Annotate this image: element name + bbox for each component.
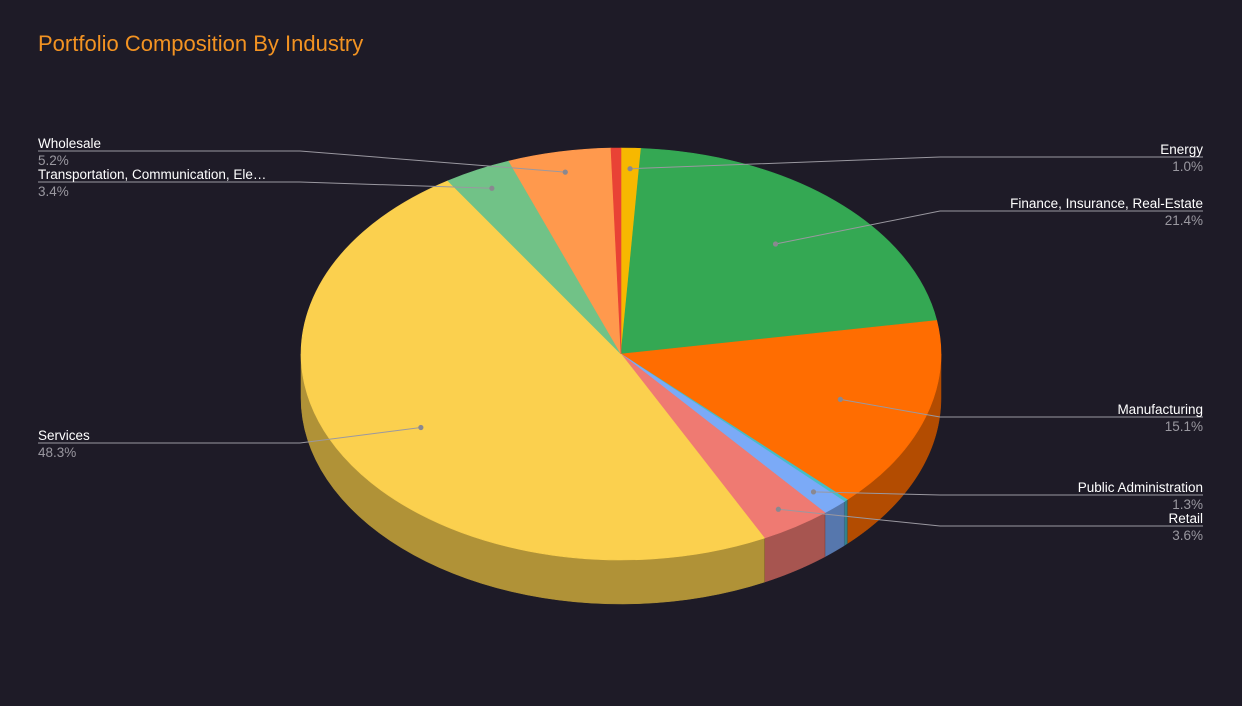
slice-label-manufacturing: Manufacturing (1117, 402, 1203, 417)
leader-dot-wholesale (562, 169, 568, 175)
slice-pct-transportation-communication-ele: 3.4% (38, 184, 69, 199)
slice-pct-energy: 1.0% (1172, 159, 1203, 174)
leader-line-public-administration (813, 491, 1203, 496)
slice-manufacturing (620, 320, 942, 501)
pie-top (300, 147, 942, 561)
leader-line-energy (629, 156, 1203, 170)
label-wholesale: Wholesale 5.2% (38, 136, 568, 175)
label-energy: Energy 1.0% (627, 142, 1203, 174)
label-services: Services 48.3% (38, 424, 424, 460)
chart-title: Portfolio Composition By Industry (38, 31, 364, 56)
slice-label-services: Services (38, 428, 90, 443)
leader-dot-transportation-communication-ele (489, 185, 495, 191)
leader-line-manufacturing (840, 398, 1203, 418)
slice-label-energy: Energy (1160, 142, 1203, 157)
label-public-administration: Public Administration 1.3% (810, 480, 1203, 512)
leader-dot-energy (627, 166, 633, 172)
slice-services (300, 180, 765, 561)
leader-dot-services (418, 424, 424, 431)
leader-line-finance-insurance-real-estate (775, 210, 1203, 245)
leader-line-retail (778, 508, 1203, 527)
leader-dot-public-administration (810, 489, 817, 495)
slice-slice-9 (610, 147, 622, 355)
slice-label-retail: Retail (1168, 511, 1203, 526)
label-retail: Retail 3.6% (775, 506, 1203, 543)
slice-pct-services: 48.3% (38, 445, 76, 460)
leader-dot-finance-insurance-real-estate (772, 241, 779, 247)
leader-line-transportation-communication-ele (38, 181, 492, 189)
leader-line-services (38, 427, 421, 444)
slice-pct-wholesale: 5.2% (38, 153, 69, 168)
leader-line-wholesale (38, 150, 566, 173)
slice-label-finance-insurance-real-estate: Finance, Insurance, Real-Estate (1010, 196, 1203, 211)
label-finance-insurance-real-estate: Finance, Insurance, Real-Estate 21.4% (772, 196, 1203, 247)
pie-labels: Energy 1.0% Finance, Insurance, Real-Estat… (38, 136, 1203, 543)
slice-finance-insurance-real-estate (620, 148, 938, 355)
slice-pct-public-administration: 1.3% (1172, 497, 1203, 512)
pie-sides (300, 353, 942, 605)
slice-label-transportation-communication-ele: Transportation, Communication, Ele… (38, 167, 266, 182)
label-transportation-communication-ele: Transportation, Communication, Ele… 3.4% (38, 167, 495, 199)
leader-dot-manufacturing (837, 396, 843, 402)
slice-pct-finance-insurance-real-estate: 21.4% (1165, 213, 1203, 228)
slice-pct-manufacturing: 15.1% (1165, 419, 1203, 434)
slice-label-public-administration: Public Administration (1078, 480, 1203, 495)
label-manufacturing: Manufacturing 15.1% (837, 396, 1203, 434)
slice-label-wholesale: Wholesale (38, 136, 101, 151)
slice-pct-retail: 3.6% (1172, 528, 1203, 543)
leader-dot-retail (775, 506, 781, 512)
